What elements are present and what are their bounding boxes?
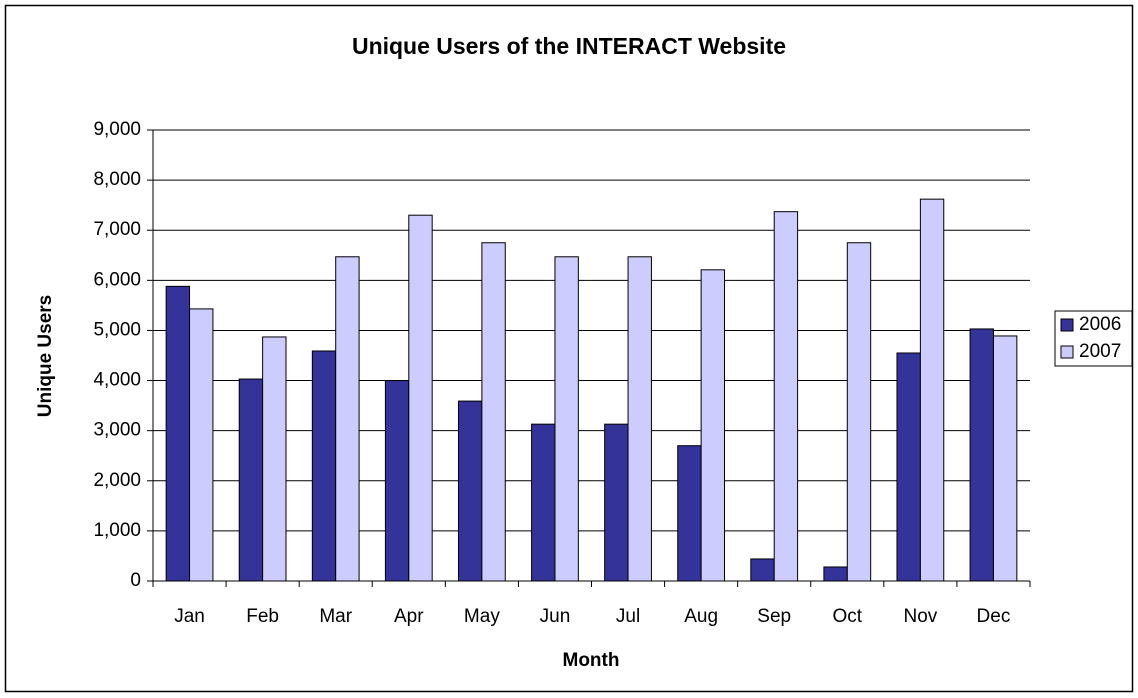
bar bbox=[627, 256, 652, 582]
y-tick-label: 9,000 bbox=[93, 119, 141, 140]
bar bbox=[262, 336, 287, 582]
bar bbox=[604, 423, 629, 582]
x-tick-label: Oct bbox=[833, 606, 863, 627]
bar bbox=[823, 566, 848, 582]
bar bbox=[896, 352, 921, 582]
bar bbox=[457, 400, 483, 582]
x-tick-label: Aug bbox=[684, 606, 718, 627]
bar bbox=[384, 380, 410, 582]
bar bbox=[969, 328, 994, 582]
x-tick-label: Jun bbox=[540, 606, 571, 627]
bar bbox=[773, 211, 799, 582]
x-tick-label: Apr bbox=[394, 606, 424, 627]
bar bbox=[335, 256, 360, 582]
bar bbox=[846, 242, 872, 582]
y-tick-label: 6,000 bbox=[93, 269, 141, 290]
x-tick-label: May bbox=[464, 606, 500, 627]
bar bbox=[238, 378, 264, 582]
x-tick-label: Mar bbox=[319, 606, 352, 627]
bar bbox=[750, 558, 775, 582]
y-tick-label: 4,000 bbox=[93, 370, 141, 391]
x-axis-label: Month bbox=[563, 650, 620, 671]
bar bbox=[311, 350, 337, 582]
legend-label: 2007 bbox=[1079, 341, 1121, 362]
y-tick-label: 5,000 bbox=[93, 319, 141, 340]
bar bbox=[992, 335, 1018, 582]
x-tick-label: Dec bbox=[977, 606, 1011, 627]
bar bbox=[531, 423, 556, 582]
bar bbox=[408, 214, 433, 582]
bar bbox=[189, 308, 214, 582]
x-tick-label: Nov bbox=[903, 606, 937, 627]
x-tick-label: Jul bbox=[616, 606, 640, 627]
legend-swatch bbox=[1060, 345, 1074, 359]
y-axis-label: Unique Users bbox=[35, 295, 56, 417]
x-tick-label: Feb bbox=[246, 606, 279, 627]
legend-swatch bbox=[1060, 318, 1074, 332]
y-tick-label: 1,000 bbox=[93, 520, 141, 541]
bar bbox=[165, 285, 191, 582]
bar bbox=[554, 256, 579, 582]
chart-title: Unique Users of the INTERACT Website bbox=[352, 33, 786, 59]
y-tick-label: 7,000 bbox=[93, 219, 141, 240]
bar bbox=[677, 445, 702, 582]
y-tick-label: 2,000 bbox=[93, 470, 141, 491]
x-tick-label: Jan bbox=[174, 606, 205, 627]
x-tick-label: Sep bbox=[757, 606, 791, 627]
y-tick-label: 8,000 bbox=[93, 169, 141, 190]
bar bbox=[700, 269, 726, 582]
y-tick-label: 3,000 bbox=[93, 420, 141, 441]
legend-label: 2006 bbox=[1079, 314, 1121, 335]
bar bbox=[919, 198, 945, 582]
bar bbox=[481, 242, 506, 582]
y-tick-label: 0 bbox=[130, 570, 141, 591]
